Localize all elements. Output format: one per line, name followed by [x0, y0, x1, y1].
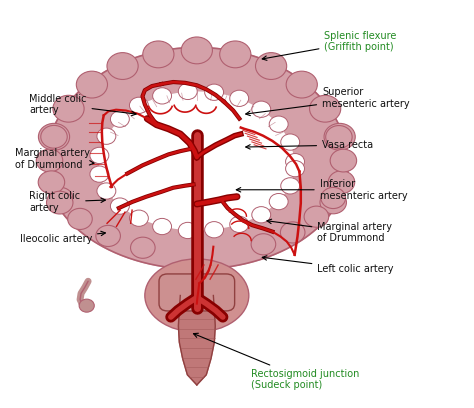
Circle shape: [205, 84, 224, 100]
Circle shape: [281, 134, 300, 150]
Circle shape: [321, 187, 346, 208]
Circle shape: [178, 83, 197, 100]
Circle shape: [181, 37, 212, 64]
Circle shape: [269, 193, 288, 210]
Circle shape: [76, 71, 108, 98]
Circle shape: [110, 198, 129, 214]
Circle shape: [178, 222, 197, 239]
Circle shape: [68, 208, 92, 229]
Circle shape: [251, 234, 276, 255]
Circle shape: [328, 171, 355, 193]
Text: Vasa recta: Vasa recta: [246, 140, 373, 150]
Ellipse shape: [145, 259, 249, 332]
Circle shape: [281, 178, 300, 194]
Circle shape: [38, 123, 70, 150]
Text: Ileocolic artery: Ileocolic artery: [19, 231, 105, 244]
Circle shape: [304, 206, 328, 227]
Circle shape: [143, 41, 174, 68]
Circle shape: [320, 191, 346, 214]
Circle shape: [96, 225, 120, 246]
Circle shape: [97, 128, 116, 144]
Circle shape: [324, 123, 355, 150]
Polygon shape: [46, 47, 348, 269]
Circle shape: [330, 149, 356, 172]
Circle shape: [255, 53, 287, 80]
Circle shape: [326, 126, 352, 149]
Circle shape: [36, 149, 63, 172]
FancyBboxPatch shape: [159, 274, 235, 311]
Circle shape: [281, 222, 305, 243]
Text: Marginal artery
of Drummond: Marginal artery of Drummond: [267, 219, 392, 243]
Circle shape: [252, 101, 271, 118]
Circle shape: [230, 90, 249, 106]
Circle shape: [230, 216, 249, 233]
Circle shape: [129, 97, 148, 113]
Circle shape: [48, 187, 73, 208]
Circle shape: [53, 95, 84, 122]
Circle shape: [41, 125, 67, 148]
Text: Inferior
mesenteric artery: Inferior mesenteric artery: [237, 179, 407, 201]
Circle shape: [79, 299, 94, 312]
Circle shape: [107, 53, 138, 80]
Circle shape: [90, 166, 109, 182]
Circle shape: [90, 147, 109, 164]
Circle shape: [97, 183, 116, 199]
Circle shape: [286, 71, 318, 98]
Circle shape: [153, 218, 172, 235]
Circle shape: [205, 222, 224, 238]
Circle shape: [310, 95, 341, 122]
Circle shape: [252, 206, 271, 223]
Polygon shape: [100, 92, 294, 230]
Text: Left colic artery: Left colic artery: [262, 256, 394, 274]
Text: Right colic
artery: Right colic artery: [29, 191, 105, 213]
Circle shape: [38, 171, 64, 194]
Circle shape: [110, 111, 129, 127]
Circle shape: [219, 41, 251, 68]
Circle shape: [130, 237, 155, 258]
Text: Middle colic
artery: Middle colic artery: [29, 93, 136, 116]
Circle shape: [129, 210, 148, 226]
Polygon shape: [178, 295, 215, 385]
Circle shape: [46, 191, 73, 214]
Text: Splenic flexure
(Griffith point): Splenic flexure (Griffith point): [262, 31, 397, 60]
Text: Marginal artery
of Drummond: Marginal artery of Drummond: [15, 149, 94, 170]
Circle shape: [269, 116, 288, 132]
Text: Superior
mesenteric artery: Superior mesenteric artery: [246, 87, 410, 115]
Circle shape: [286, 153, 304, 170]
Circle shape: [286, 160, 304, 177]
Text: Rectosigmoid junction
(Sudeck point): Rectosigmoid junction (Sudeck point): [193, 333, 360, 390]
Circle shape: [153, 88, 172, 104]
